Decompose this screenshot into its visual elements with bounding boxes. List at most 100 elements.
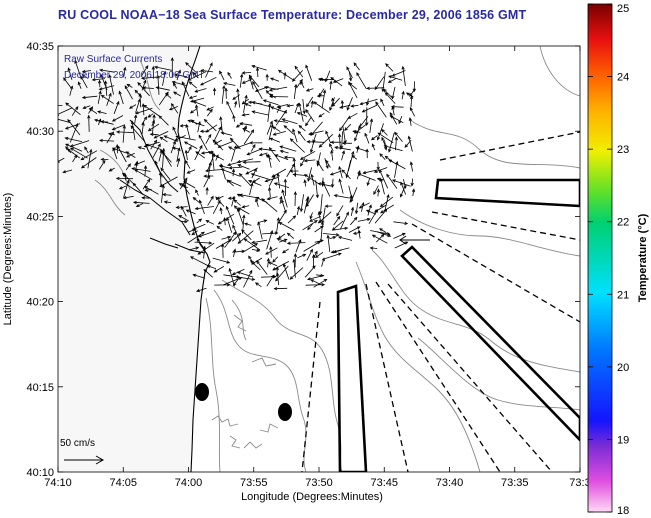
- current-vector-head: [174, 73, 179, 77]
- current-vector-head: [177, 147, 181, 152]
- current-vector-head: [373, 209, 378, 213]
- current-vector: [212, 139, 224, 151]
- current-vector-head: [317, 182, 322, 186]
- current-vector-head: [243, 125, 247, 130]
- current-vector: [305, 194, 314, 207]
- current-vector: [381, 129, 388, 136]
- current-vector: [287, 242, 306, 244]
- current-vector-head: [268, 147, 273, 151]
- current-vector-head: [220, 131, 225, 135]
- current-vector-head: [267, 153, 271, 158]
- current-vector-head: [347, 115, 352, 119]
- current-vector-head: [242, 160, 247, 164]
- current-vector-head: [238, 173, 243, 177]
- current-vector-head: [223, 82, 227, 86]
- current-vector-head: [242, 128, 247, 132]
- highlight-arrow: [399, 235, 430, 245]
- current-vector-head: [311, 254, 316, 258]
- current-vector-head: [317, 77, 322, 82]
- current-vector: [190, 256, 209, 266]
- current-vector: [329, 81, 332, 90]
- current-vector-head: [206, 107, 210, 111]
- current-vector: [300, 194, 304, 212]
- current-vector-head: [130, 120, 135, 125]
- current-vector: [377, 123, 384, 140]
- current-vector-head: [307, 226, 311, 231]
- current-vector: [255, 198, 259, 207]
- current-vector-head: [373, 169, 378, 173]
- current-vector-head: [118, 90, 122, 95]
- current-vector-head: [314, 220, 318, 224]
- current-vector: [147, 113, 154, 118]
- current-vector-head: [258, 153, 263, 157]
- current-vector-head: [332, 236, 337, 240]
- current-vector-head: [233, 205, 238, 209]
- current-vector-head: [380, 98, 384, 103]
- current-vector: [229, 166, 243, 169]
- current-vector-head: [179, 124, 184, 128]
- current-vector-head: [186, 170, 191, 174]
- current-vector-head: [273, 119, 278, 123]
- current-vector-head: [305, 197, 309, 202]
- current-vector-head: [379, 169, 383, 174]
- current-vector-head: [252, 80, 256, 85]
- current-vector: [221, 85, 225, 104]
- current-vector: [74, 60, 82, 79]
- y-axis-label: Latitude (Degrees:Minutes): [2, 193, 14, 326]
- x-tick-label: 74:05: [109, 477, 137, 489]
- current-vector-head: [329, 80, 333, 85]
- current-vector-head: [116, 100, 120, 105]
- current-vector-head: [197, 234, 202, 238]
- current-vector-head: [111, 147, 116, 151]
- current-vector: [248, 180, 262, 186]
- current-vector-head: [379, 210, 384, 214]
- current-vector: [227, 72, 232, 79]
- current-vector: [310, 279, 321, 285]
- current-vector: [71, 106, 79, 116]
- current-vector-head: [281, 118, 286, 122]
- current-vector: [206, 106, 214, 111]
- current-vector: [269, 86, 288, 91]
- current-vector: [281, 199, 287, 213]
- current-vector: [182, 183, 190, 195]
- current-vector: [380, 204, 394, 214]
- current-vector-head: [175, 135, 180, 139]
- current-vector: [323, 253, 342, 260]
- current-vector: [325, 160, 331, 168]
- current-vector-head: [192, 71, 197, 76]
- current-vector: [146, 144, 162, 151]
- current-vector-head: [58, 159, 60, 163]
- scale-label: 50 cm/s: [60, 438, 95, 449]
- current-vector-head: [348, 77, 353, 82]
- current-vector: [371, 135, 378, 141]
- current-vector-head: [81, 69, 86, 73]
- current-vector-head: [286, 232, 291, 237]
- current-vector-head: [152, 114, 156, 118]
- current-vector-head: [196, 288, 200, 293]
- current-vector-head: [74, 154, 78, 159]
- current-vector-head: [126, 83, 131, 88]
- current-vector-head: [187, 77, 192, 81]
- y-tick-label: 40:20: [26, 297, 54, 309]
- current-vector: [400, 182, 407, 195]
- current-vector-head: [308, 132, 312, 136]
- current-vector: [272, 261, 289, 271]
- current-vector: [189, 95, 198, 99]
- current-vector-head: [336, 212, 340, 217]
- current-vector-head: [407, 135, 411, 140]
- current-vector-head: [181, 81, 185, 85]
- current-vector-head: [135, 204, 140, 208]
- current-vector: [339, 116, 350, 131]
- current-vector: [409, 117, 412, 126]
- current-vector-head: [404, 144, 408, 148]
- current-vector-head: [183, 181, 188, 185]
- current-vector-head: [314, 254, 319, 258]
- current-vector: [296, 206, 300, 216]
- current-vector: [112, 115, 124, 122]
- current-vector-head: [127, 163, 131, 168]
- current-vector: [302, 98, 305, 114]
- current-vector: [275, 265, 289, 282]
- current-vector-head: [364, 132, 368, 137]
- current-vector-head: [132, 182, 137, 187]
- current-vector-head: [394, 136, 398, 141]
